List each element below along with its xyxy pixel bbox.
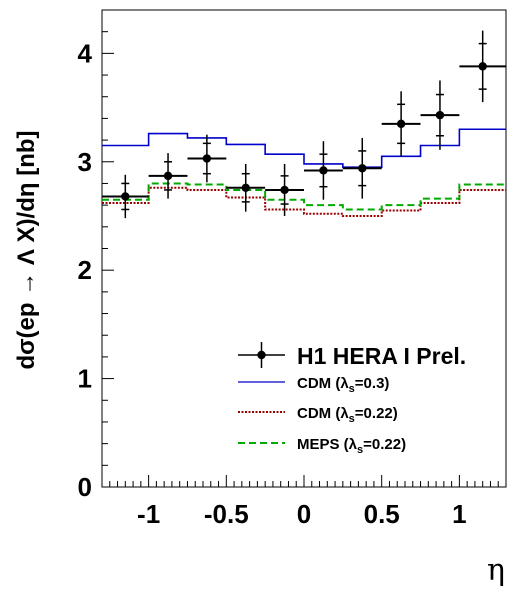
data-point <box>187 134 227 183</box>
model-curve <box>102 182 506 211</box>
data-marker <box>435 110 445 120</box>
data-point <box>148 153 188 199</box>
x-tick-label: -1 <box>137 499 160 529</box>
y-tick-label: 1 <box>78 364 92 394</box>
data-marker <box>163 171 173 181</box>
data-marker <box>478 62 487 71</box>
y-axis-ticks: 0 1 2 3 4 <box>78 9 114 502</box>
data-marker <box>202 154 212 163</box>
data-marker <box>396 119 406 129</box>
y-tick-label: 3 <box>78 147 92 177</box>
y-tick-label: 4 <box>78 38 93 68</box>
data-marker <box>358 164 367 173</box>
data-point <box>381 91 421 157</box>
x-tick-label: 1 <box>452 499 466 529</box>
legend-label: MEPS (λs=0.22) <box>297 436 406 456</box>
data-marker <box>121 192 130 201</box>
data-point <box>265 163 304 216</box>
data-point <box>226 163 266 212</box>
x-tick-label: -0.5 <box>204 499 249 529</box>
data-point <box>420 80 460 150</box>
data-point <box>459 30 506 103</box>
legend-label: CDM (λs=0.3) <box>297 375 389 395</box>
data-point <box>342 137 382 199</box>
x-axis-ticks: -1 -0.5 0 0.5 1 <box>109 475 507 529</box>
model-curves <box>102 128 506 217</box>
x-axis-label: η <box>487 553 505 588</box>
y-tick-label: 2 <box>78 255 92 285</box>
y-tick-label: 0 <box>78 472 92 502</box>
data-point <box>304 141 343 200</box>
x-tick-label: 0.5 <box>364 499 400 529</box>
legend-data-marker <box>257 350 266 360</box>
legend-label: CDM (λs=0.22) <box>297 405 398 425</box>
x-tick-label: 0 <box>297 499 311 529</box>
data-points <box>102 30 506 219</box>
y-axis-label: dσ(ep → Λ X)/dη [nb] <box>13 130 40 369</box>
model-curve <box>102 128 506 168</box>
legend-label: H1 HERA I Prel. <box>297 343 466 369</box>
legend: H1 HERA I Prel. CDM (λs=0.3) CDM (λs=0.22)… <box>238 342 466 456</box>
data-marker <box>280 185 289 195</box>
data-marker <box>319 166 328 175</box>
data-marker <box>241 183 250 192</box>
data-point <box>102 174 149 219</box>
